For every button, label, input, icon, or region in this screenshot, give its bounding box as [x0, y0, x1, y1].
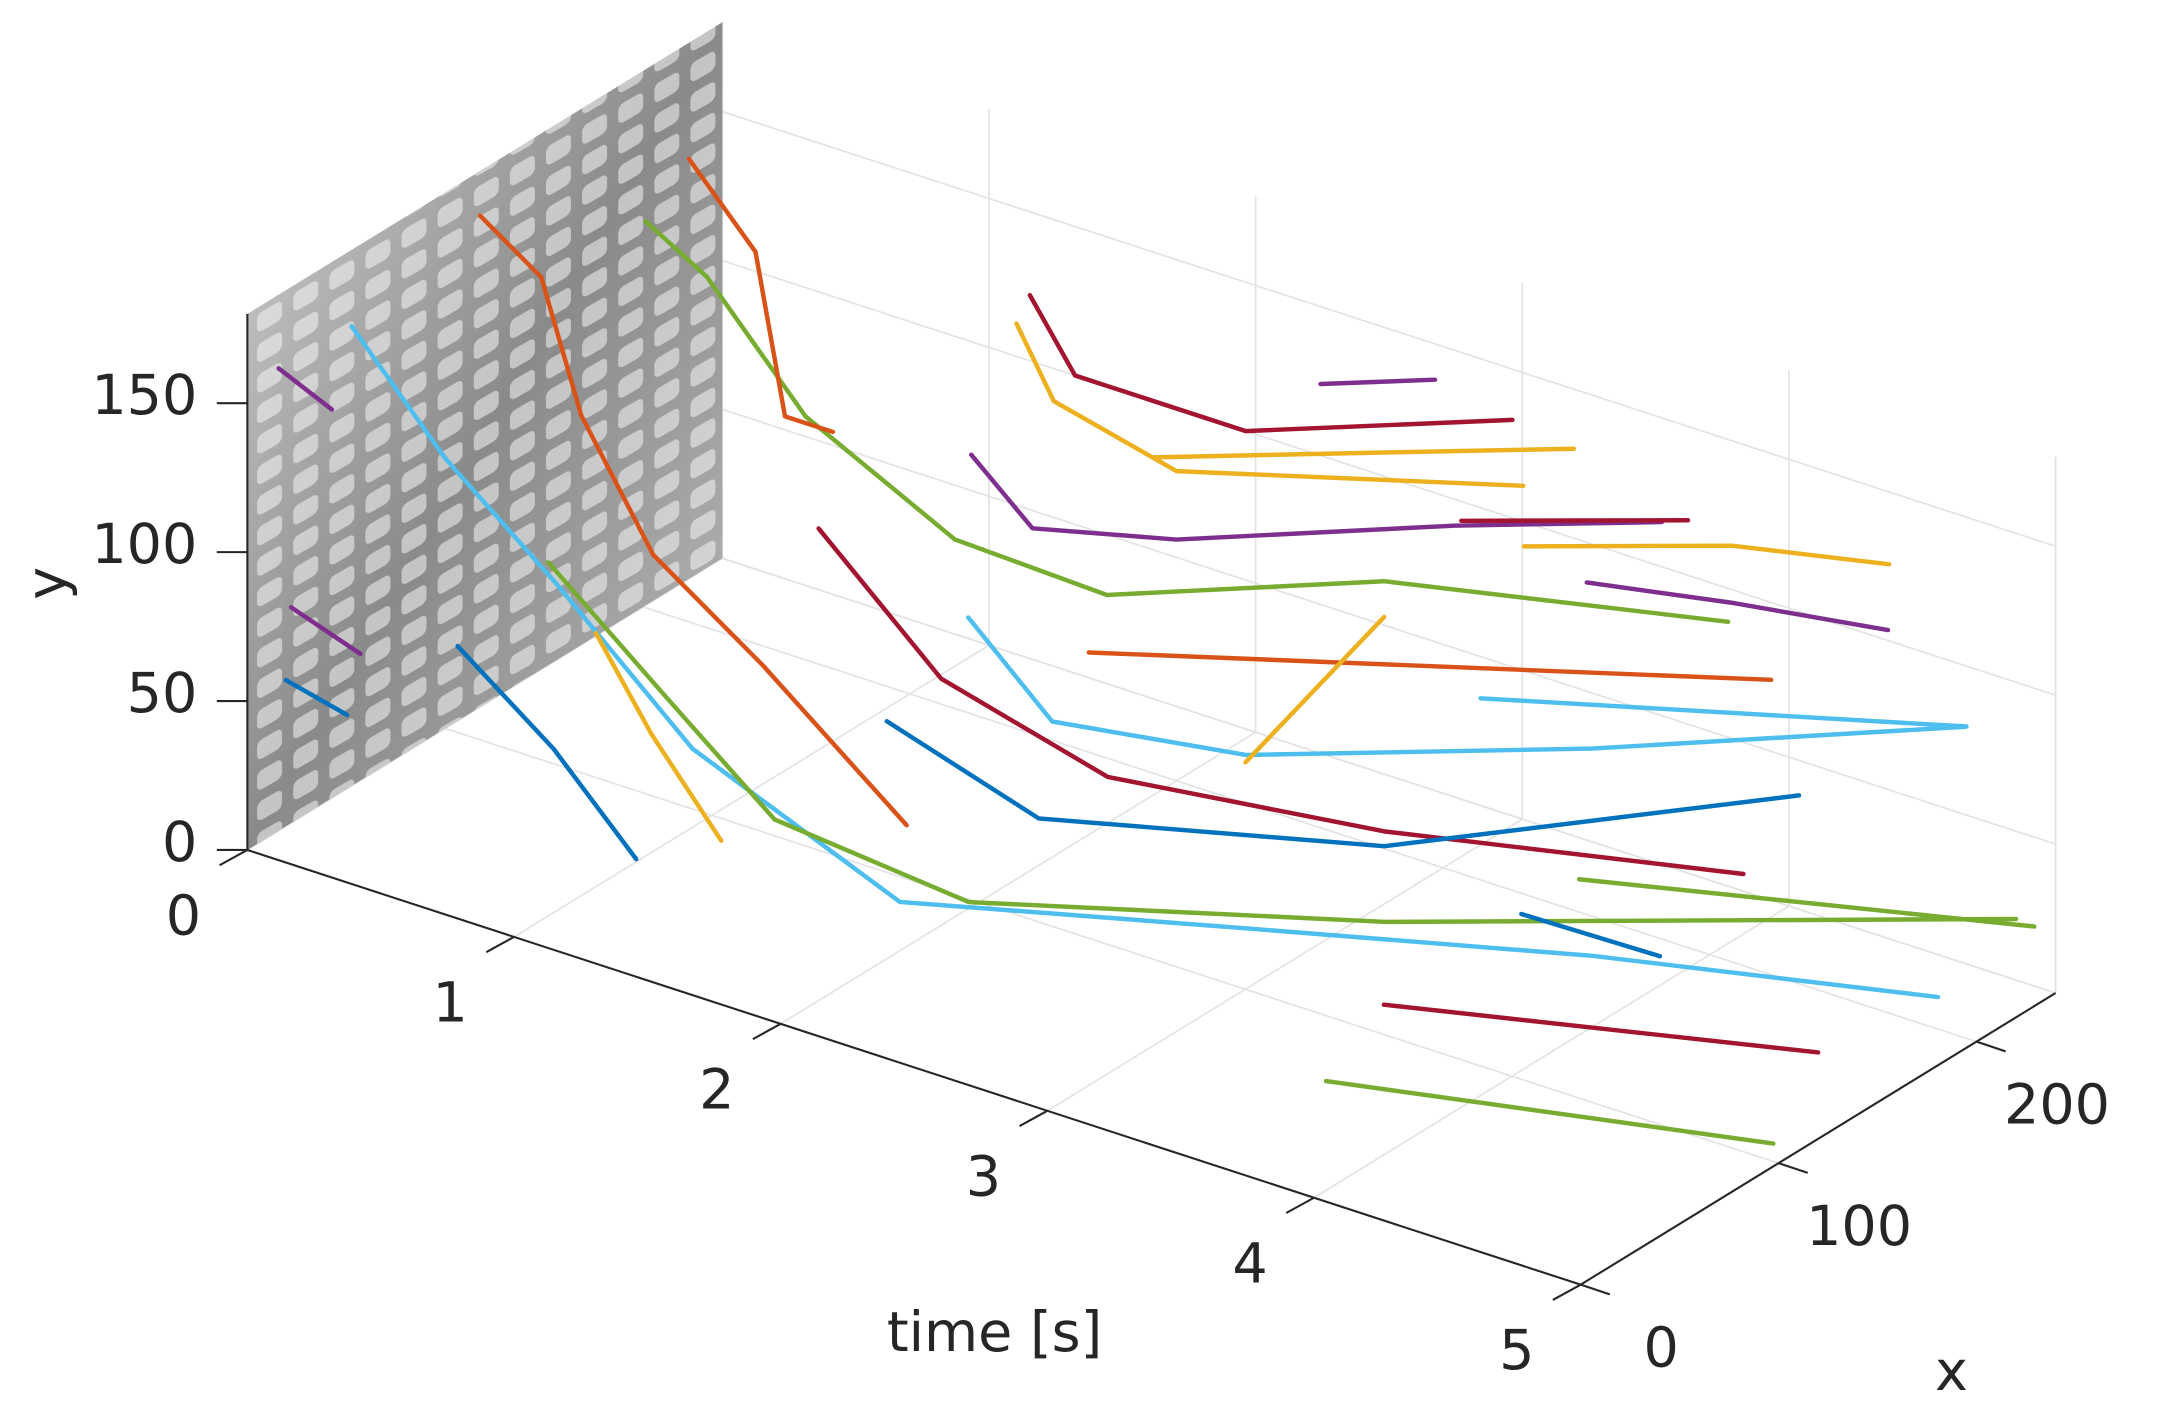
trajectory	[1318, 377, 1438, 387]
grid-line	[722, 408, 2056, 845]
trajectory	[816, 526, 1746, 877]
trajectory	[546, 560, 2019, 925]
grid-line	[722, 110, 2056, 548]
y-axis-label: y	[14, 567, 79, 600]
axis-line	[247, 848, 1581, 1286]
trajectory	[288, 605, 363, 657]
tick-mark	[1778, 1162, 1809, 1174]
trajectory	[1150, 446, 1577, 460]
grid-line	[642, 606, 1977, 1043]
t-tick-label: 4	[1232, 1231, 1267, 1296]
x-tick-label: 100	[1806, 1194, 1912, 1259]
trajectory	[686, 156, 836, 435]
t-tick-label: 0	[166, 884, 201, 949]
trajectory	[1519, 911, 1663, 959]
x-axis-label: x	[1935, 1339, 1968, 1404]
trajectory	[1086, 650, 1774, 683]
trajectory	[349, 324, 1941, 1000]
trajectory	[455, 643, 639, 862]
t-tick-label: 3	[966, 1144, 1001, 1209]
y-tick-label: 100	[91, 512, 197, 577]
trajectory	[1323, 1078, 1776, 1146]
x-tick-label: 200	[2004, 1072, 2110, 1137]
y-tick-label: 50	[127, 661, 198, 726]
t-tick-label: 2	[699, 1057, 734, 1122]
tick-mark	[1552, 1283, 1582, 1301]
trajectory	[1521, 543, 1892, 567]
trajectory	[1459, 518, 1691, 524]
grid-line	[780, 731, 1257, 1025]
grid-line	[445, 727, 1779, 1164]
t-axis-label: time [s]	[887, 1300, 1102, 1365]
trajectory	[1014, 321, 1526, 489]
x-tick-label: 0	[1644, 1315, 1679, 1380]
image-texture	[247, 22, 723, 850]
trajectory	[1576, 877, 2037, 929]
tick-mark	[1019, 1109, 1048, 1127]
trajectory	[283, 677, 350, 718]
trajectory	[884, 718, 1802, 849]
t-tick-label: 5	[1499, 1318, 1534, 1383]
y-tick-label: 150	[91, 363, 197, 428]
trajectory	[276, 366, 335, 412]
trajectory	[1381, 1002, 1821, 1055]
trajectory	[969, 452, 1664, 542]
trajectory	[477, 213, 909, 828]
trajectory	[593, 630, 724, 843]
grid-line	[1313, 905, 1790, 1199]
trajectory	[1478, 696, 1969, 729]
tick-mark	[1580, 1283, 1611, 1296]
tick-mark	[485, 935, 515, 954]
trajectory	[966, 615, 1968, 758]
grid-line	[1046, 818, 1523, 1112]
tick-mark	[219, 849, 248, 867]
tick-mark	[752, 1022, 782, 1041]
grid-line	[722, 259, 2056, 696]
trajectory	[643, 219, 1731, 625]
trajectory	[1584, 580, 1891, 633]
t-tick-label: 1	[432, 970, 467, 1035]
trajectory	[1243, 614, 1387, 765]
tick-mark	[1285, 1196, 1315, 1214]
tick-mark	[1976, 1040, 2006, 1053]
y-tick-label: 0	[162, 810, 197, 875]
trajectory	[1027, 292, 1515, 434]
